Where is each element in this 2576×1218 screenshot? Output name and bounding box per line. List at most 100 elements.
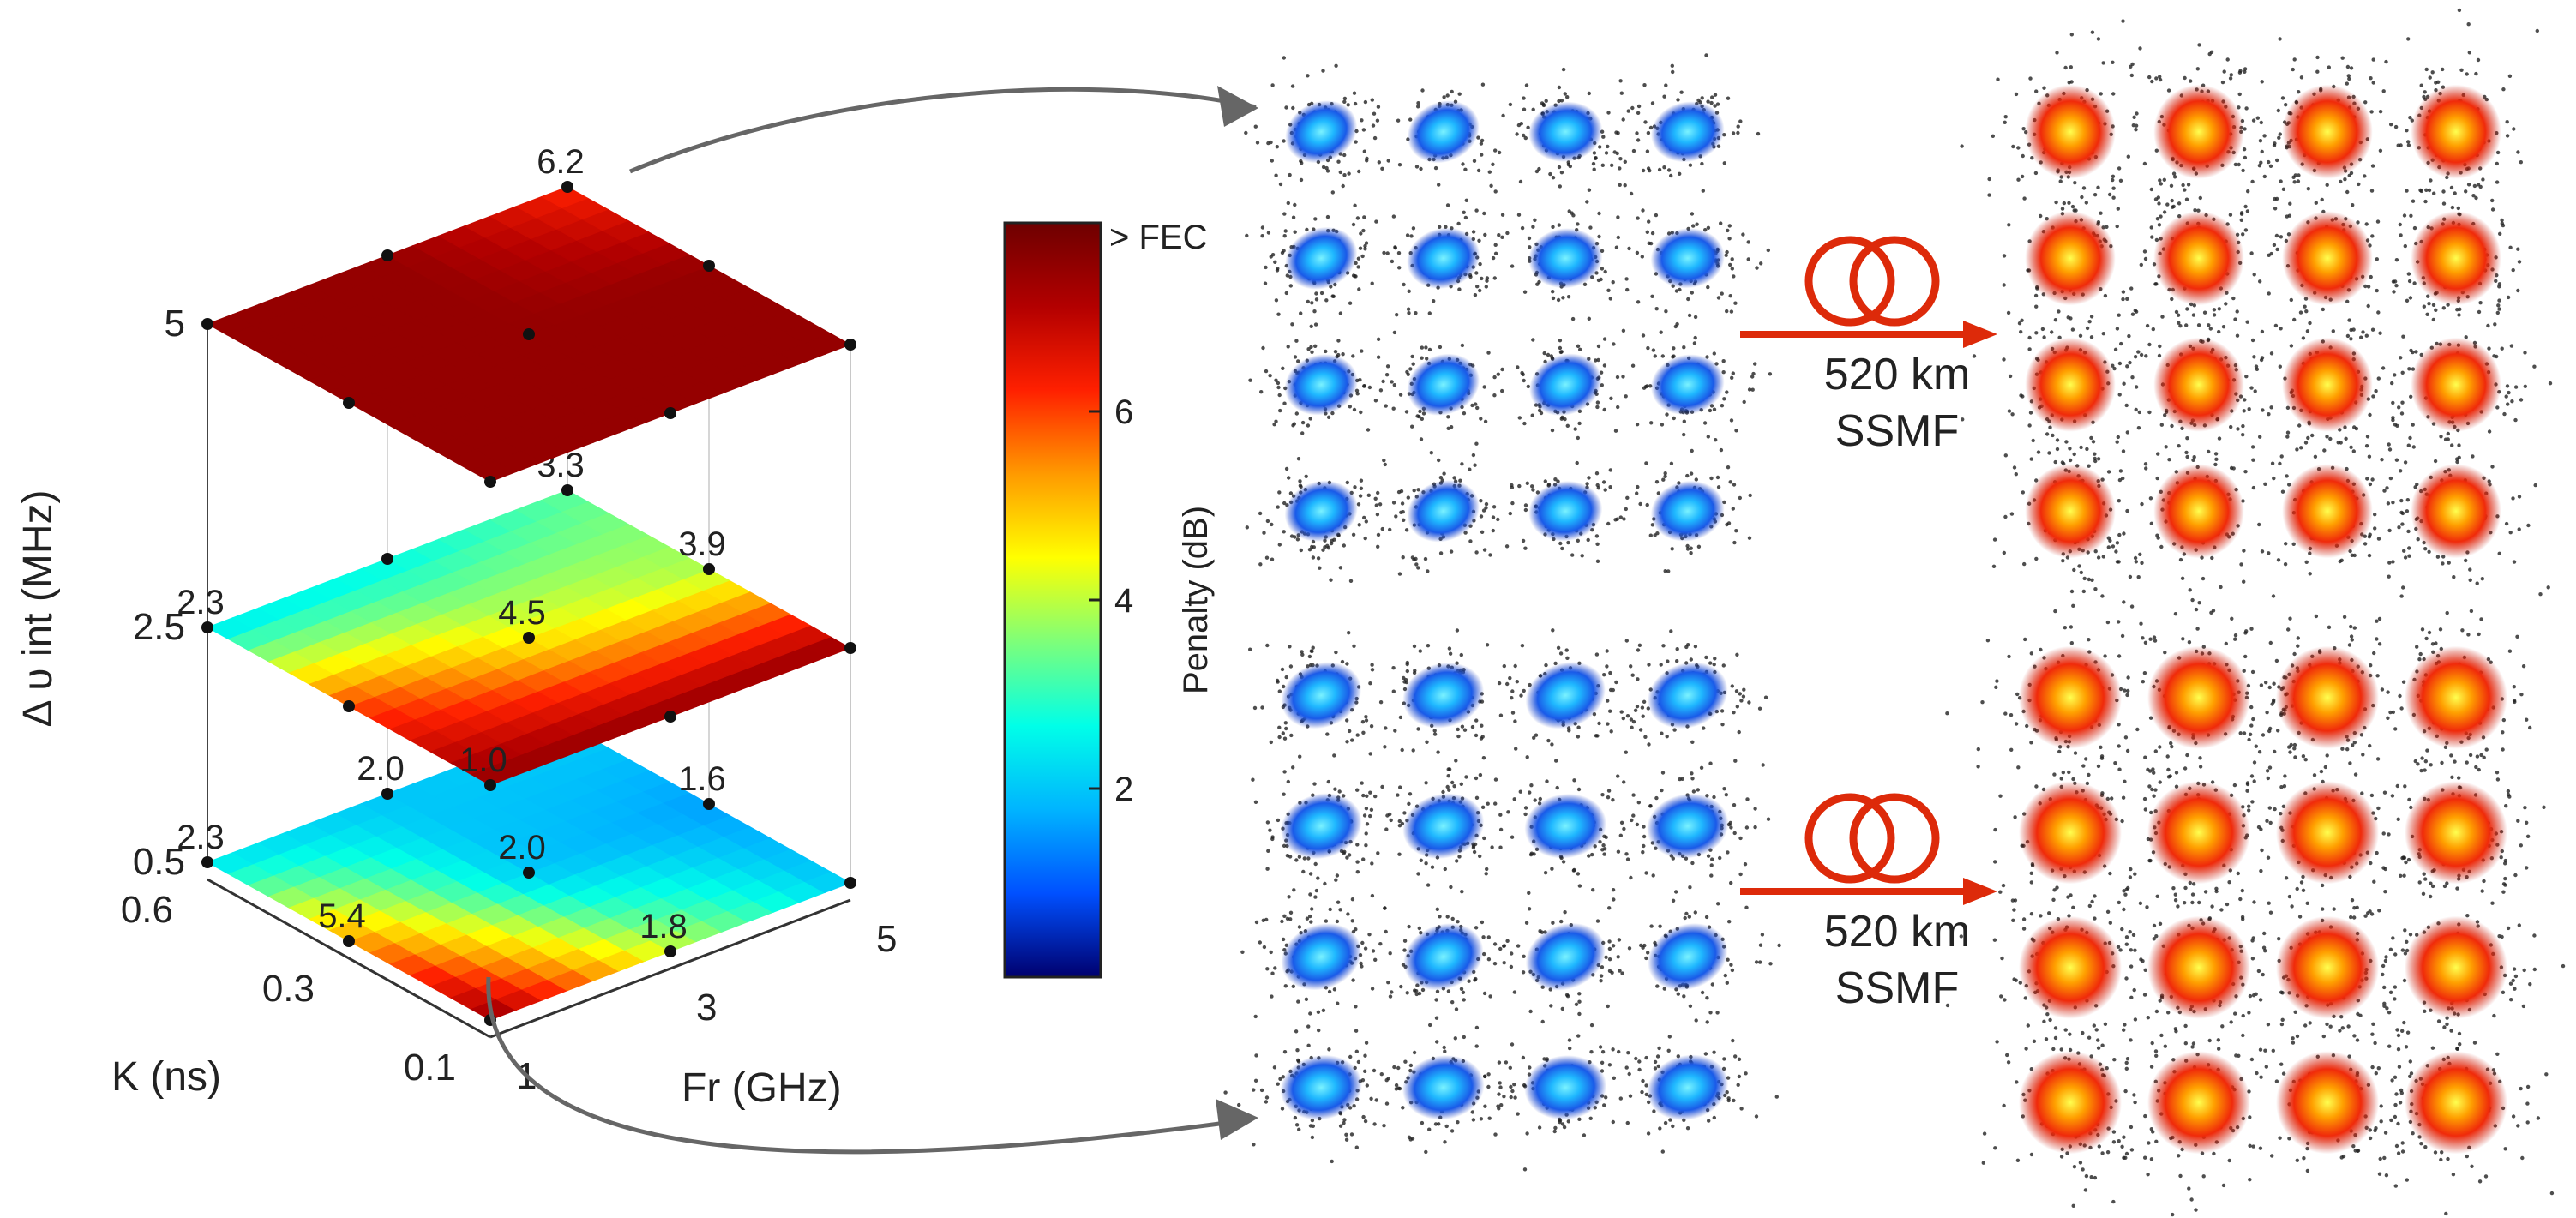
noise-point	[1653, 354, 1658, 358]
noise-point	[1663, 474, 1667, 478]
noise-point	[1531, 338, 1535, 342]
noise-point	[1288, 491, 1294, 495]
noise-point	[1365, 159, 1369, 163]
noise-point	[1734, 689, 1739, 693]
noise-point	[1672, 416, 1676, 421]
noise-point	[1454, 759, 1458, 763]
noise-point	[1619, 710, 1624, 714]
noise-point	[1635, 491, 1639, 495]
noise-point	[1585, 482, 1589, 486]
noise-point	[1392, 330, 1397, 335]
grid-node-marker	[381, 788, 393, 800]
noise-point	[1576, 725, 1581, 729]
noise-point	[1708, 761, 1713, 765]
noise-point	[1650, 101, 1655, 105]
noise-point	[2363, 284, 2368, 289]
noise-point	[1361, 128, 1366, 132]
noise-point	[2299, 446, 2303, 450]
noise-point	[1501, 113, 1505, 118]
noise-point	[1397, 824, 1402, 828]
noise-point	[1463, 167, 1468, 171]
noise-point	[2228, 213, 2233, 217]
noise-point	[1456, 727, 1460, 732]
noise-point	[2121, 449, 2126, 453]
noise-point	[1531, 488, 1535, 492]
noise-point	[1407, 289, 1411, 293]
noise-point	[1724, 793, 1729, 797]
grid-node-marker	[523, 867, 535, 879]
noise-point	[1288, 284, 1294, 288]
point-value-label: 2.3	[177, 819, 225, 856]
noise-point	[1516, 213, 1522, 217]
grid-node-marker	[523, 328, 535, 340]
noise-point	[1517, 483, 1522, 489]
colorbar-tick-label: 6	[1114, 393, 1133, 431]
noise-point	[2325, 183, 2329, 187]
noise-point	[1329, 541, 1334, 546]
noise-point	[1706, 225, 1711, 230]
constellation-cluster	[1528, 481, 1603, 542]
noise-point	[2185, 454, 2189, 459]
noise-point	[2055, 447, 2060, 452]
noise-point	[1551, 176, 1556, 180]
noise-point	[2407, 546, 2411, 550]
noise-point	[1712, 795, 1716, 800]
noise-point	[1648, 168, 1652, 173]
noise-point	[2014, 472, 2018, 477]
noise-point	[1473, 293, 1478, 297]
noise-point	[1289, 733, 1294, 738]
noise-point	[2250, 179, 2255, 184]
noise-point	[2251, 458, 2255, 462]
noise-point	[1383, 745, 1387, 749]
noise-point	[2159, 182, 2163, 186]
noise-point	[1306, 74, 1310, 78]
noise-point	[1348, 853, 1352, 857]
noise-point	[1349, 1132, 1354, 1137]
noise-point	[2370, 164, 2375, 168]
noise-point	[1646, 130, 1651, 135]
noise-point	[2275, 247, 2279, 252]
noise-point	[2405, 509, 2410, 513]
noise-point	[1498, 1085, 1503, 1089]
point-value-label: 5.4	[318, 897, 366, 935]
noise-point	[2513, 417, 2518, 423]
noise-point	[1342, 96, 1348, 101]
noise-point	[2308, 321, 2312, 326]
noise-point	[1722, 161, 1727, 165]
noise-point	[1670, 547, 1674, 551]
noise-point	[1388, 994, 1393, 999]
x-axis-label: Fr (GHz)	[682, 1065, 842, 1111]
noise-point	[1522, 378, 1526, 383]
noise-point	[2244, 375, 2249, 379]
noise-point	[1273, 260, 1277, 264]
noise-point	[1473, 463, 1477, 467]
noise-point	[2115, 327, 2120, 331]
noise-point	[1300, 431, 1305, 435]
noise-point	[2239, 562, 2243, 567]
noise-point	[2173, 612, 2178, 616]
noise-point	[1450, 780, 1455, 785]
noise-point	[1481, 756, 1486, 760]
noise-point	[1294, 411, 1300, 416]
noise-point	[1373, 794, 1378, 799]
noise-point	[2336, 441, 2340, 445]
noise-point	[1671, 1124, 1675, 1129]
noise-point	[2378, 148, 2383, 153]
noise-point	[1576, 435, 1581, 441]
noise-point	[1611, 1047, 1615, 1052]
noise-point	[1636, 104, 1642, 109]
point-value-label: 4.5	[498, 594, 546, 632]
noise-point	[1700, 161, 1704, 166]
noise-point	[1432, 299, 1436, 303]
constellation-cluster	[2282, 337, 2373, 432]
noise-point	[1603, 269, 1607, 274]
noise-point	[2021, 153, 2025, 159]
noise-point	[1636, 484, 1640, 489]
noise-point	[2241, 433, 2245, 437]
noise-point	[1612, 897, 1616, 902]
noise-point	[2278, 132, 2282, 136]
noise-point	[1768, 962, 1773, 966]
noise-point	[1730, 968, 1735, 973]
noise-point	[1414, 992, 1419, 997]
noise-point	[2177, 321, 2181, 325]
